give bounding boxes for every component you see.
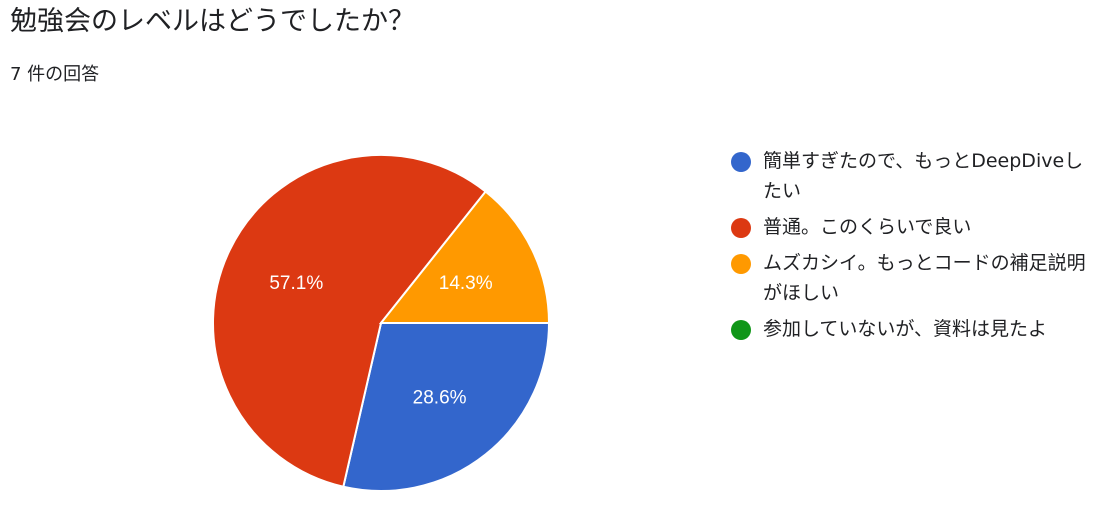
legend-item-normal: 普通。このくらいで良い xyxy=(731,212,1091,242)
question-title: 勉強会のレベルはどうでしたか？ xyxy=(10,6,415,37)
legend-label: 簡単すぎたので、もっとDeepDiveしたい xyxy=(763,150,1084,202)
slice-percent-label: 57.1% xyxy=(269,273,323,294)
chart-legend: 簡単すぎたので、もっとDeepDiveしたい 普通。このくらいで良い ムズカシイ… xyxy=(731,146,1091,350)
slice-too-easy xyxy=(342,322,551,492)
legend-swatch xyxy=(731,320,751,340)
slice-normal xyxy=(212,154,488,488)
slice-difficult xyxy=(378,190,551,324)
legend-item-not-attended: 参加していないが、資料は見たよ xyxy=(731,314,1091,344)
legend-label: 普通。このくらいで良い xyxy=(763,216,972,238)
legend-swatch xyxy=(731,152,751,172)
slice-percent-label: 28.6% xyxy=(413,388,467,409)
legend-swatch xyxy=(731,254,751,274)
legend-item-difficult: ムズカシイ。もっとコードの補足説明がほしい xyxy=(731,248,1091,308)
legend-label: 参加していないが、資料は見たよ xyxy=(763,318,1048,340)
legend-item-too-easy: 簡単すぎたので、もっとDeepDiveしたい xyxy=(731,146,1091,206)
response-count: 7 件の回答 xyxy=(10,64,100,85)
legend-swatch xyxy=(731,218,751,238)
slice-percent-label: 14.3% xyxy=(439,273,493,294)
legend-label: ムズカシイ。もっとコードの補足説明がほしい xyxy=(763,252,1086,304)
